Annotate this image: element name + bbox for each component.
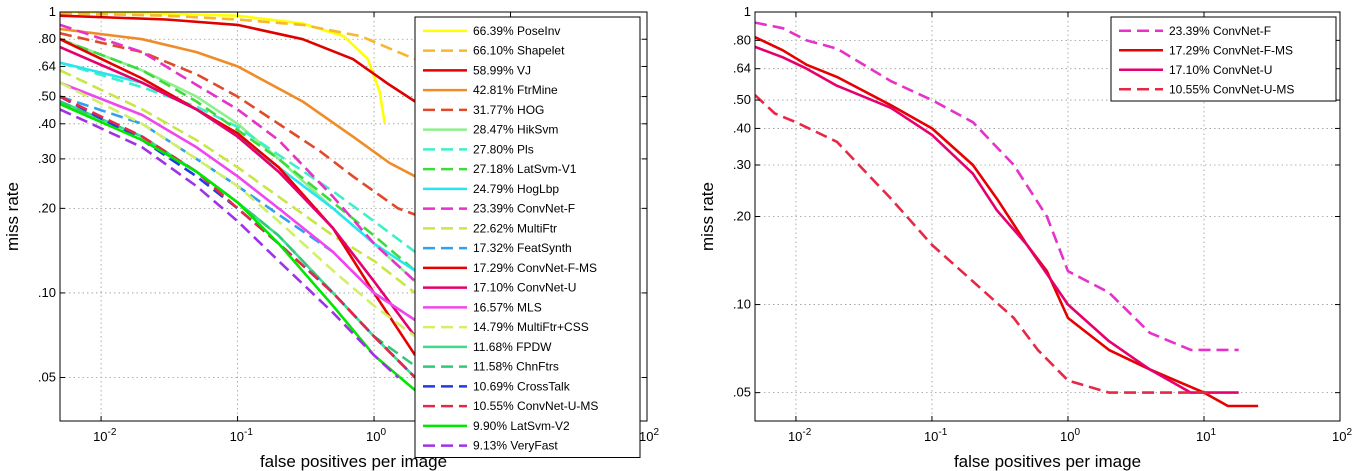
series-line bbox=[755, 21, 1239, 352]
legend-entry: 16.57% MLS bbox=[473, 300, 542, 314]
legend: 23.39% ConvNet-F 17.29% ConvNet-F-MS 17.10… bbox=[1110, 16, 1337, 102]
y-tick-label: .40 bbox=[733, 120, 751, 135]
legend: 66.39% PoseInv 66.10% Shapelet 58.99% VJ 42… bbox=[414, 16, 641, 458]
legend-entry: 31.77% HOG bbox=[473, 103, 544, 117]
legend-entry: 17.10% ConvNet-U bbox=[473, 281, 576, 295]
x-tick-label: 10-2 bbox=[93, 427, 117, 444]
legend-entry: 23.39% ConvNet-F bbox=[1169, 24, 1271, 38]
legend-entry: 10.55% ConvNet-U-MS bbox=[1169, 82, 1294, 96]
series-line bbox=[60, 69, 416, 294]
series-line bbox=[60, 61, 416, 253]
legend-entry: 22.62% MultiFtr bbox=[473, 221, 557, 235]
y-tick-label: .50 bbox=[38, 89, 56, 104]
plot-frame bbox=[59, 11, 648, 422]
x-tick-label: 102 bbox=[639, 427, 659, 444]
y-tick-label: 1 bbox=[49, 4, 56, 19]
y-tick-label: .80 bbox=[733, 32, 751, 47]
series-line bbox=[60, 12, 416, 61]
legend-entry: 66.39% PoseInv bbox=[473, 24, 560, 38]
chart-left: 10-210-11001011021.80.64.50.40.30.20.10.… bbox=[3, 4, 659, 471]
x-tick-label: 10-2 bbox=[788, 427, 812, 444]
legend-entry: 10.55% ConvNet-U-MS bbox=[473, 399, 598, 413]
series-line bbox=[60, 38, 417, 356]
series-line bbox=[755, 36, 1259, 408]
legend-entry: 24.79% HogLbp bbox=[473, 182, 559, 196]
legend-entry: 17.29% ConvNet-F-MS bbox=[1169, 43, 1293, 57]
legend-entry: 23.39% ConvNet-F bbox=[473, 202, 575, 216]
legend-entry: 17.10% ConvNet-U bbox=[1169, 63, 1272, 77]
series-line bbox=[60, 23, 416, 283]
series-line bbox=[60, 81, 416, 338]
legend-entry: 27.18% LatSvm-V1 bbox=[473, 162, 577, 176]
y-tick-label: 1 bbox=[744, 4, 751, 19]
legend-entry: 66.10% Shapelet bbox=[473, 44, 565, 58]
legend-entry: 28.47% HikSvm bbox=[473, 123, 558, 137]
series-line bbox=[755, 45, 1239, 394]
chart-right: 10-2 10-1 100 101 102 1 .80 .64 .50 .40 .30 .20 .10.… bbox=[698, 4, 1352, 471]
series-line bbox=[60, 12, 387, 125]
legend-entry: 17.32% FeatSynth bbox=[473, 241, 572, 255]
legend-entry: 11.58% ChnFtrs bbox=[473, 360, 559, 374]
x-tick-label: 10-1 bbox=[230, 427, 254, 444]
x-axis-label: false positives per image bbox=[954, 452, 1141, 471]
y-tick-label: .64 bbox=[733, 61, 751, 76]
legend-entry: 10.69% CrossTalk bbox=[473, 379, 571, 393]
x-tick-label: 100 bbox=[1060, 427, 1080, 444]
x-axis-label: false positives per image bbox=[260, 452, 447, 471]
series-line bbox=[60, 32, 416, 216]
y-tick-label: .40 bbox=[38, 116, 56, 131]
y-tick-label: .20 bbox=[38, 200, 56, 215]
y-tick-label: .64 bbox=[38, 58, 56, 73]
y-tick-label: .30 bbox=[733, 157, 751, 172]
x-tick-label: 10-1 bbox=[924, 427, 948, 444]
series-line bbox=[60, 27, 416, 178]
series-line bbox=[60, 108, 399, 379]
legend-entry: 11.68% FPDW bbox=[473, 340, 552, 354]
x-tick-label: 101 bbox=[1196, 427, 1216, 444]
x-tick-label: 100 bbox=[366, 427, 386, 444]
series-line bbox=[60, 95, 417, 379]
y-tick-label: .05 bbox=[38, 369, 56, 384]
legend-entry: 58.99% VJ bbox=[473, 63, 531, 77]
legend-entry: 27.80% Pls bbox=[473, 142, 534, 156]
legend-entry: 14.79% MultiFtr+CSS bbox=[473, 320, 589, 334]
y-tick-label: .10 bbox=[38, 285, 56, 300]
series-line bbox=[60, 37, 416, 272]
legend-entry: 42.81% FtrMine bbox=[473, 83, 558, 97]
y-axis-label: miss rate bbox=[698, 182, 717, 251]
y-tick-label: .10 bbox=[733, 297, 751, 312]
y-tick-label: .30 bbox=[38, 151, 56, 166]
y-tick-label: .20 bbox=[733, 209, 751, 224]
y-tick-label: .80 bbox=[38, 31, 56, 46]
series-line bbox=[60, 45, 417, 338]
y-axis-label: miss rate bbox=[3, 182, 22, 251]
legend-entry: 9.90% LatSvm-V2 bbox=[473, 419, 570, 433]
legend-entry: 9.13% VeryFast bbox=[473, 439, 558, 453]
y-tick-label: .50 bbox=[733, 92, 751, 107]
y-tick-label: .05 bbox=[733, 385, 751, 400]
series-line bbox=[755, 94, 1215, 394]
x-tick-label: 102 bbox=[1332, 427, 1352, 444]
series-line bbox=[60, 14, 416, 103]
series-line bbox=[60, 81, 416, 322]
legend-entry: 17.29% ConvNet-F-MS bbox=[473, 261, 597, 275]
